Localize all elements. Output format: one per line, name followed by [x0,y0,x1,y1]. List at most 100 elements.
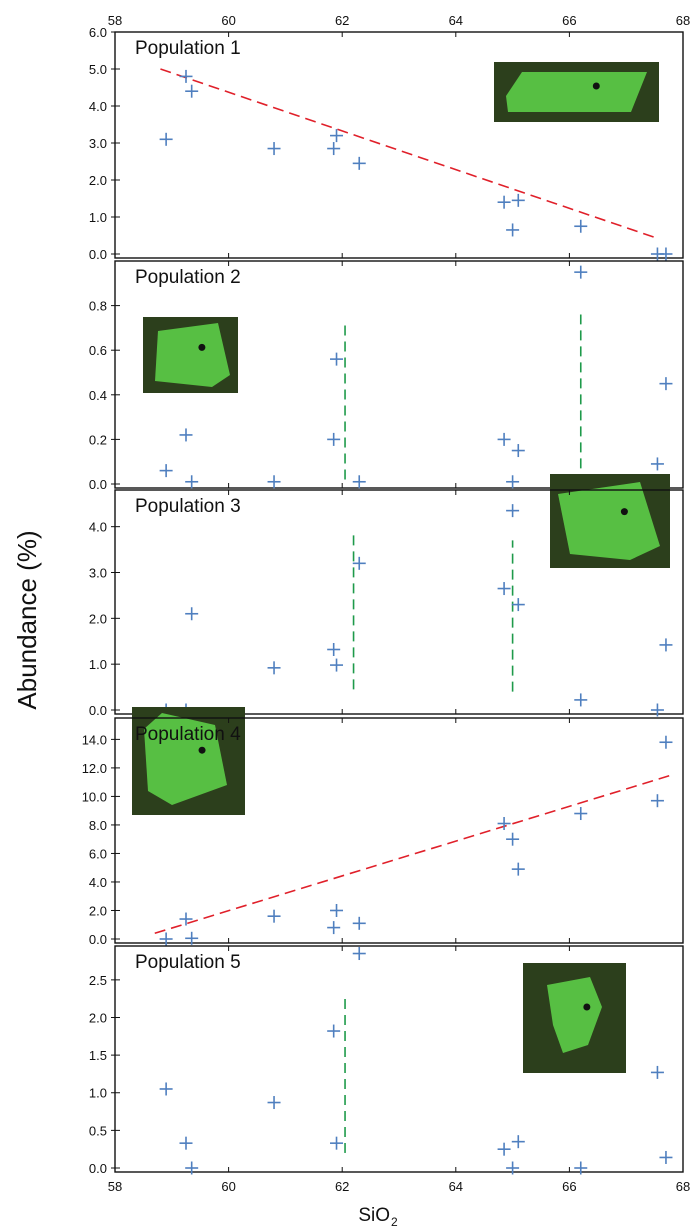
inset-photo-crystal [558,482,660,560]
data-point-marker [574,807,588,821]
x-tick-label-bottom: 60 [221,1179,235,1194]
y-tick-label: 2.0 [89,611,107,626]
crystal-photo-elongated [494,62,659,122]
x-tick-label-top: 58 [108,13,122,28]
data-point-marker [497,582,511,596]
data-point-marker [185,931,199,945]
inset-photo-crystal [547,977,602,1053]
data-point-marker [330,129,344,143]
data-point-marker [574,265,588,279]
x-tick-label-bottom: 66 [562,1179,576,1194]
data-point-marker [185,607,199,621]
crystal-photo-fractured [550,474,670,568]
y-tick-label: 0.4 [89,388,107,403]
data-point-marker [511,193,525,207]
x-tick-label-bottom: 58 [108,1179,122,1194]
data-point-marker [511,444,525,458]
x-tick-label-top: 62 [335,13,349,28]
data-point-marker [497,817,511,831]
y-tick-label: 10.0 [82,789,107,804]
x-tick-label-top: 66 [562,13,576,28]
y-tick-label: 2.0 [89,173,107,188]
data-point-marker [327,921,341,935]
x-axis-title-main: SiO [358,1205,390,1226]
y-tick-label: 3.0 [89,566,107,581]
data-point-marker [511,862,525,876]
y-tick-label: 0.0 [89,477,107,492]
data-point-marker [185,84,199,98]
y-tick-label: 0.0 [89,247,107,262]
x-tick-label-bottom: 62 [335,1179,349,1194]
data-point-marker [574,693,588,707]
data-point-marker [659,377,673,391]
data-point-marker [659,638,673,652]
y-tick-label: 1.0 [89,657,107,672]
data-point-marker [159,132,173,146]
inset-photo-crystal [155,323,230,387]
panel-frame [114,489,684,715]
inset-photo-crystal [506,72,647,112]
data-point-marker [330,1136,344,1150]
data-point-marker [267,1096,281,1110]
data-point-marker [574,1161,588,1175]
data-point-marker [650,1065,664,1079]
panel-frame [114,945,684,1173]
panel-title: Population 1 [135,38,241,59]
data-point-marker [659,1150,673,1164]
panel-frame [114,260,684,489]
crystal-photo-blocky [523,963,626,1073]
data-point-marker [352,156,366,170]
x-tick-label-top: 64 [449,13,463,28]
data-point-marker [327,1024,341,1038]
data-point-marker [506,504,520,518]
panel-population-1: 0.0 1.0 2.0 3.0 4.0 5.0 6.058 60 62 64 66 68 Populat… [89,13,690,262]
data-point-marker [506,1161,520,1175]
y-tick-label: 14.0 [82,732,107,747]
data-point-marker [267,909,281,923]
y-tick-label: 0.8 [89,299,107,314]
panels: 0.01.02.03.04.05.06.058 60 62 64 66 68Populat… [82,13,691,1194]
y-tick-label: 0.0 [89,703,107,718]
y-tick-label: 0.0 [89,932,107,947]
data-point-marker [659,247,673,261]
data-point-marker [574,219,588,233]
panel-title: Population 4 [135,724,241,745]
data-point-marker [506,223,520,237]
panel-frame [114,717,684,944]
data-point-marker [327,432,341,446]
y-tick-label: 0.2 [89,432,107,447]
panel-title: Population 3 [135,496,241,517]
y-tick-label: 12.0 [82,761,107,776]
y-tick-label: 1.0 [89,1086,107,1101]
data-point-marker [497,432,511,446]
data-point-marker [330,352,344,366]
data-point-marker [159,932,173,946]
panel-population-4: 0.0 2.0 4.0 6.0 8.0 10.0 12.0 14.0 Population 4 [82,707,684,947]
inset-photo-inclusion [198,343,206,351]
x-axis-title: SiO 2 [358,1205,398,1226]
regression-line [154,774,672,935]
data-point-marker [179,428,193,442]
data-point-marker [352,947,366,961]
data-point-marker [330,903,344,917]
data-point-marker [506,832,520,846]
data-point-marker [497,195,511,209]
y-tick-label: 1.5 [89,1048,107,1063]
y-tick-label: 0.6 [89,343,107,358]
data-point-marker [497,1142,511,1156]
data-point-marker [179,69,193,83]
data-point-marker [179,912,193,926]
x-tick-label-bottom: 64 [449,1179,463,1194]
data-point-marker [179,1136,193,1150]
inset-photo-crystal [144,713,227,805]
data-point-marker [327,142,341,156]
panel-title: Population 5 [135,952,241,973]
data-point-marker [267,142,281,156]
panel-population-3: 0.0 1.0 2.0 3.0 4.0 Population 3 [89,474,684,718]
data-point-marker [506,475,520,489]
data-point-marker [159,1082,173,1096]
data-point-marker [650,457,664,471]
panel-population-5: 0.0 0.5 1.0 1.5 2.0 2.5 58 60 62 64 66 68 Population… [89,945,690,1194]
y-tick-label: 6.0 [89,846,107,861]
